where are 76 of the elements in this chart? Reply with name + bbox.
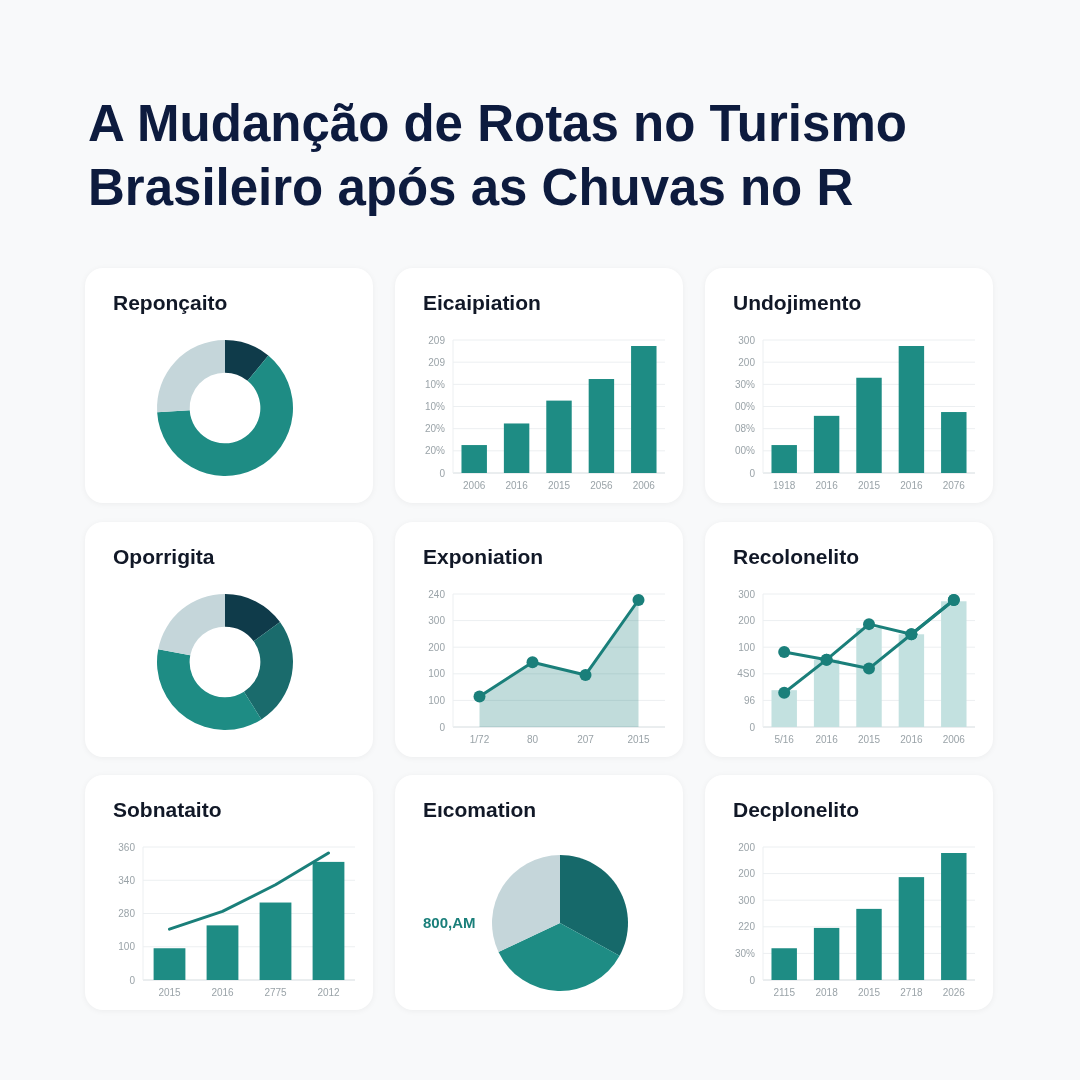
category-label: 200	[738, 615, 755, 627]
category-label: 209	[428, 356, 445, 368]
x-tick-label: 2016	[815, 480, 839, 491]
x-tick-label: 2006	[942, 734, 966, 745]
x-tick-label: 2016	[900, 734, 923, 745]
x-tick-label: 1/72	[469, 734, 490, 745]
category-label: 20%	[424, 445, 445, 457]
x-tick-label: 2015	[627, 734, 651, 745]
x-tick-label: 2015	[547, 480, 571, 491]
category-label: 100	[118, 941, 135, 953]
category-label: 0	[439, 467, 445, 479]
chart-title: Undojimento	[733, 291, 862, 314]
category-label: 100	[738, 641, 755, 653]
x-tick-label: 2775	[264, 987, 288, 998]
x-tick-label: 2115	[773, 987, 796, 998]
category-label: 200	[738, 841, 755, 853]
x-tick-label: 2056	[590, 480, 613, 491]
x-tick-label: 2015	[158, 987, 182, 998]
chart-title: Oporrigita	[113, 545, 215, 568]
category-label: 300	[738, 588, 755, 600]
category-label: 96	[743, 694, 755, 706]
category-label: 200	[428, 641, 445, 653]
category-label: 280	[118, 908, 135, 919]
category-label: 220	[738, 921, 755, 933]
category-label: 10%	[424, 378, 445, 390]
category-label: 0	[129, 974, 135, 986]
x-tick-label: 2018	[815, 987, 839, 998]
category-label: 209	[428, 334, 445, 346]
x-tick-label: 2026	[942, 987, 966, 998]
x-tick-label: 2718	[900, 987, 923, 998]
category-label: 30%	[734, 378, 755, 390]
x-tick-label: 80	[526, 734, 539, 745]
x-tick-label: 2006	[632, 480, 656, 491]
x-tick-label: 2016	[815, 734, 839, 745]
x-tick-label: 2006	[463, 480, 486, 491]
category-label: 300	[738, 334, 755, 346]
chart-title: Sobnataito	[113, 798, 222, 821]
category-label: 300	[428, 615, 445, 627]
category-label: 100	[428, 668, 445, 680]
category-label: 0	[749, 467, 755, 479]
category-label: 240	[428, 588, 445, 600]
text: 800,AM	[423, 914, 476, 931]
category-label: 200	[738, 868, 755, 880]
category-label: 08%	[734, 423, 755, 435]
chart-title: Reponçaito	[113, 291, 228, 314]
text: A Mudanção de Rotas no Turismo Brasileiro após as Chuvas no R	[88, 94, 908, 218]
category-label: 20%	[424, 423, 445, 435]
x-tick-label: 1918	[773, 480, 796, 491]
category-label: 200	[738, 356, 755, 368]
x-tick-label: 2016	[505, 480, 529, 491]
category-label: 0	[749, 974, 755, 986]
chart-title: Eıcomation	[423, 798, 537, 821]
chart-title: Decplonelito	[733, 798, 860, 821]
chart-title: Exponiation	[423, 545, 544, 568]
category-label: 00%	[734, 445, 755, 457]
x-tick-label: 2016	[211, 987, 235, 998]
x-tick-label: 207	[577, 734, 595, 745]
x-tick-label: 2015	[857, 987, 881, 998]
category-label: 30%	[734, 947, 755, 959]
category-label: 300	[738, 894, 755, 906]
x-tick-label: 2076	[942, 480, 966, 491]
category-label: 100	[428, 694, 445, 706]
category-label: 0	[749, 721, 755, 733]
category-label: 00%	[734, 401, 755, 412]
x-tick-label: 2016	[900, 480, 923, 491]
x-tick-label: 2015	[857, 480, 881, 491]
chart-title: Eicaipiation	[423, 291, 541, 314]
x-tick-label: 2015	[857, 734, 881, 745]
x-tick-label: 5/16	[774, 734, 795, 745]
category-label: 340	[118, 874, 135, 886]
x-tick-label: 2012	[317, 987, 341, 998]
category-label: 10%	[424, 401, 445, 412]
chart-title: Recolonelito	[733, 545, 860, 568]
category-label: 0	[439, 721, 445, 733]
category-label: 360	[118, 841, 135, 853]
category-label: 4S0	[737, 668, 755, 680]
